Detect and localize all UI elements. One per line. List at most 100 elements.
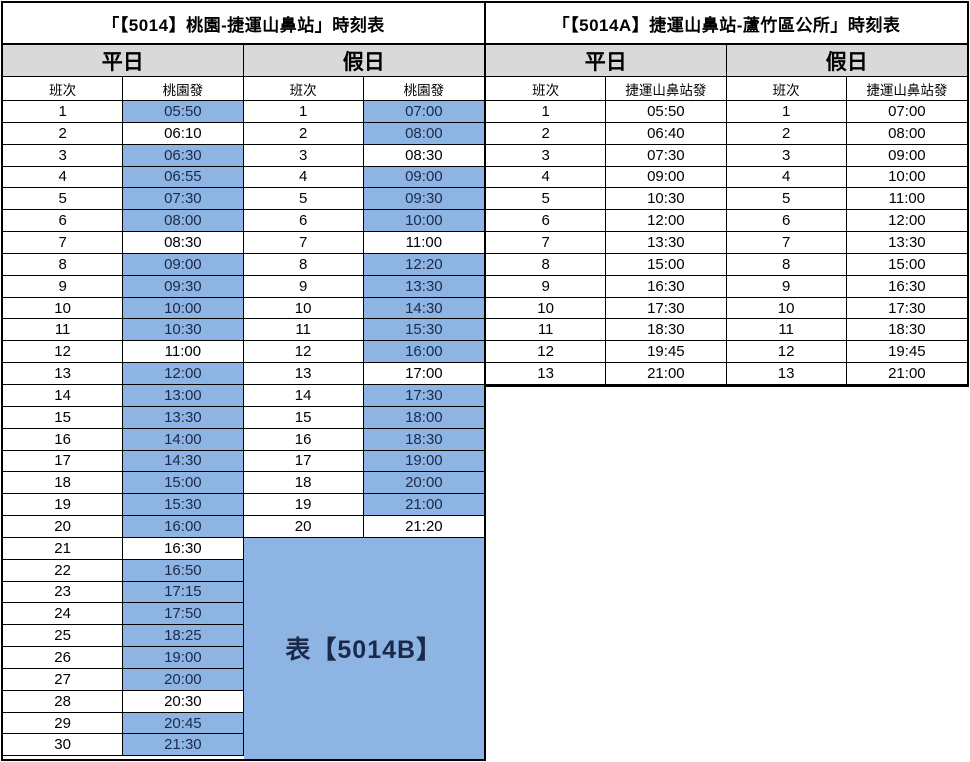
departure-time-cell: 13:30 [606,232,727,254]
table-row: 5 10:30 [486,188,727,211]
trip-number-cell: 24 [3,603,124,626]
departure-time-cell: 12:20 [363,253,484,276]
departure-time-cell: 09:00 [123,253,244,276]
trip-number-cell: 25 [3,625,124,648]
departure-time-cell: 11:00 [123,341,244,364]
table-row: 7 08:30 [3,232,244,254]
table-row: 2 06:40 [486,122,727,145]
trip-number-cell: 11 [243,319,364,342]
departure-time-cell: 19:45 [846,341,967,364]
col-header-departure: 捷運山鼻站發 [606,77,727,100]
departure-time-cell: 17:30 [846,297,967,320]
trip-number-cell: 6 [243,210,364,233]
departure-time-cell: 13:30 [846,232,967,254]
departure-time-cell: 20:00 [363,472,484,495]
trip-number-cell: 9 [243,275,364,298]
table-row: 1 05:50 [486,101,727,123]
trip-number-cell: 10 [243,297,364,320]
day-header-row: 平日 假日 [3,45,484,77]
trip-number-cell: 9 [726,275,847,298]
departure-time-cell: 16:30 [606,275,727,298]
trip-number-cell: 14 [3,384,124,407]
trip-number-cell: 9 [486,275,607,298]
departure-time-cell: 10:30 [123,319,244,342]
table-row: 10 14:30 [243,297,484,320]
table-row: 19 21:00 [243,494,484,517]
departure-time-cell: 21:00 [363,494,484,517]
table-row: 18 20:00 [243,472,484,495]
table-row: 11 18:30 [486,319,727,342]
departure-time-cell: 21:00 [846,363,967,385]
table-row: 12 19:45 [486,341,727,364]
table-row: 1 07:00 [726,101,967,123]
table-row: 30 21:30 [3,734,244,757]
table-row: 15 18:00 [243,406,484,429]
trip-number-cell: 1 [486,101,607,123]
trip-number-cell: 11 [726,319,847,342]
trip-number-cell: 13 [726,363,847,385]
table-row: 4 06:55 [3,166,244,189]
trip-number-cell: 12 [3,341,124,364]
departure-time-cell: 12:00 [846,210,967,233]
day-header-holiday: 假日 [342,50,385,74]
trip-number-cell: 8 [726,253,847,276]
trip-number-cell: 8 [3,253,124,276]
col-header-departure: 桃園發 [123,77,244,100]
trip-number-cell: 21 [3,537,124,560]
table-row: 4 09:00 [243,166,484,189]
table-row: 2 08:00 [726,122,967,145]
departure-time-cell: 15:00 [846,253,967,276]
table-row: 13 12:00 [3,363,244,385]
trip-number-cell: 7 [243,232,364,254]
table-row: 7 13:30 [486,232,727,254]
departure-time-cell: 05:50 [123,101,244,123]
departure-time-cell: 18:30 [846,319,967,342]
departure-time-cell: 17:30 [363,384,484,407]
departure-time-cell: 21:20 [363,516,484,538]
trip-number-cell: 1 [243,101,364,123]
trip-number-cell: 16 [243,428,364,451]
trip-number-cell: 12 [486,341,607,364]
table-row: 25 18:25 [3,625,244,648]
timetable-5014a: 「【5014A】捷運山鼻站-蘆竹區公所」時刻表 平日 假日 班次 捷運山鼻站發 … [484,1,969,387]
trip-number-cell: 2 [3,122,124,145]
departure-time-cell: 07:30 [606,144,727,167]
departure-time-cell: 09:30 [363,188,484,211]
departure-time-cell: 15:00 [606,253,727,276]
departure-time-cell: 21:00 [606,363,727,385]
table-row: 16 14:00 [3,428,244,451]
departure-time-cell: 08:30 [363,144,484,167]
departure-time-cell: 09:00 [846,144,967,167]
trip-number-cell: 23 [3,581,124,604]
departure-time-cell: 16:30 [123,537,244,560]
departure-time-cell: 16:50 [123,559,244,582]
departure-time-cell: 10:00 [123,297,244,320]
trip-number-cell: 12 [243,341,364,364]
table-row: 3 08:30 [243,144,484,167]
departure-time-cell: 15:30 [123,494,244,517]
trip-number-cell: 5 [486,188,607,211]
table-row: 29 20:45 [3,712,244,735]
trip-number-cell: 3 [243,144,364,167]
departure-time-cell: 05:50 [606,101,727,123]
table-row: 17 19:00 [243,450,484,473]
table-row: 27 20:00 [3,668,244,691]
table-row: 3 09:00 [726,144,967,167]
table-row: 5 11:00 [726,188,967,211]
departure-time-cell: 08:00 [846,122,967,145]
table-row: 13 21:00 [486,363,727,385]
weekday-column: 1 05:50 2 06:10 3 06:30 4 06:55 5 07:30 6 08:00 7 08:… [3,101,244,759]
departure-time-cell: 19:00 [123,647,244,669]
table-row: 3 06:30 [3,144,244,167]
table-row: 22 16:50 [3,559,244,582]
table-row: 12 16:00 [243,341,484,364]
trip-number-cell: 28 [3,690,124,713]
table-row: 8 15:00 [726,253,967,276]
table-row: 11 18:30 [726,319,967,342]
day-header-holiday: 假日 [825,50,868,74]
table-row: 6 08:00 [3,210,244,233]
table-title-5014a: 「【5014A】捷運山鼻站-蘆竹區公所」時刻表 [486,3,967,45]
table-row: 9 13:30 [243,275,484,298]
timetable-5014: 「【5014】桃園-捷運山鼻站」時刻表 平日 假日 班次 桃園發 班次 桃園發 … [1,1,486,761]
trip-number-cell: 18 [3,472,124,495]
